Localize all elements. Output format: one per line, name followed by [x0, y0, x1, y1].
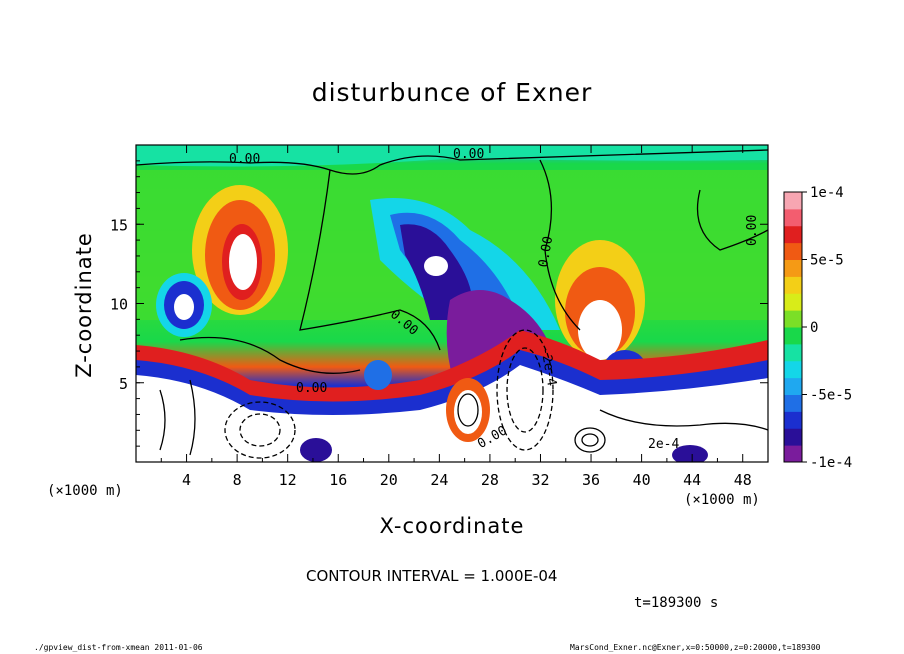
- colorbar-swatch: [784, 377, 802, 395]
- colorbar-swatch: [784, 310, 802, 328]
- x-unit-label-right: (×1000 m): [684, 492, 760, 508]
- colorbar-swatch: [784, 327, 802, 345]
- colorbar-swatch: [784, 411, 802, 429]
- contour-lines: [136, 149, 768, 456]
- x-tick-label: 28: [481, 471, 499, 489]
- x-tick-label: 32: [531, 471, 549, 489]
- colorbar-tick-label: 0: [810, 320, 818, 336]
- colorbar-swatch: [784, 293, 802, 311]
- time-stamp: t=189300 s: [634, 595, 719, 611]
- x-tick-label: 40: [633, 471, 651, 489]
- y-tick-label: 15: [110, 216, 128, 234]
- chart-title: disturbunce of Exner: [311, 78, 593, 107]
- colorbar-tick-label: -5e-5: [810, 388, 852, 404]
- y-axis-label: Z-coordinate: [72, 232, 96, 378]
- x-axis-label: X-coordinate: [379, 514, 525, 538]
- contour-interval-note: CONTOUR INTERVAL = 1.000E-04: [306, 567, 558, 585]
- footer-right: MarsCond_Exner.nc@Exner,x=0:50000,z=0:20…: [570, 643, 821, 652]
- colorbar: 1e-4 5e-5 0 -5e-5 -1e-4: [783, 185, 852, 471]
- colorbar-swatch: [784, 192, 802, 210]
- contour-label: 2e-4: [648, 437, 679, 452]
- contour-label: 0.00: [296, 381, 327, 396]
- x-tick-label: 44: [683, 471, 701, 489]
- x-tick-label: 16: [329, 471, 347, 489]
- colorbar-swatch: [784, 242, 802, 260]
- colorbar-swatch: [784, 394, 802, 412]
- colorbar-swatch: [784, 428, 802, 446]
- contour-label: 0.00: [745, 215, 760, 246]
- y-axis: 5 10 15: [110, 160, 768, 447]
- heatmap-field: [136, 145, 768, 462]
- x-tick-label: 4: [182, 471, 191, 489]
- colorbar-swatch: [784, 276, 802, 294]
- x-tick-label: 24: [430, 471, 448, 489]
- colorbar-tick-label: -1e-4: [810, 455, 852, 471]
- x-unit-label-left: (×1000 m): [47, 483, 123, 499]
- y-tick-label: 10: [110, 296, 128, 314]
- x-tick-label: 8: [233, 471, 242, 489]
- contour-lines-negative: [224, 329, 554, 459]
- colorbar-tick-label: 5e-5: [810, 253, 844, 269]
- x-axis: 4 8 12 16 20 24 28 32 36 40 44 48: [160, 145, 752, 489]
- colorbar-swatch: [784, 343, 802, 362]
- colorbar-swatch: [784, 225, 802, 244]
- contour-label: 0.00: [453, 147, 484, 162]
- x-tick-label: 12: [279, 471, 297, 489]
- contour-label: 0.00: [536, 235, 556, 268]
- contour-label-group: 0.00 0.00 0.00 0.00 0.00 0.00 -2e-4 2e-4…: [229, 147, 760, 452]
- footer-left: ./gpview_dist-from-xmean 2011-01-06: [34, 643, 203, 652]
- colorbar-swatch: [784, 208, 802, 227]
- contour-label: -2e-4: [537, 346, 559, 387]
- colorbar-swatch: [784, 445, 802, 463]
- y-tick-label: 5: [119, 375, 128, 393]
- contour-label: 0.00: [229, 152, 260, 167]
- x-tick-label: 48: [734, 471, 752, 489]
- colorbar-swatch: [784, 360, 802, 379]
- x-tick-label: 20: [380, 471, 398, 489]
- colorbar-swatch: [784, 259, 802, 277]
- x-tick-label: 36: [582, 471, 600, 489]
- colorbar-tick-label: 1e-4: [810, 185, 844, 201]
